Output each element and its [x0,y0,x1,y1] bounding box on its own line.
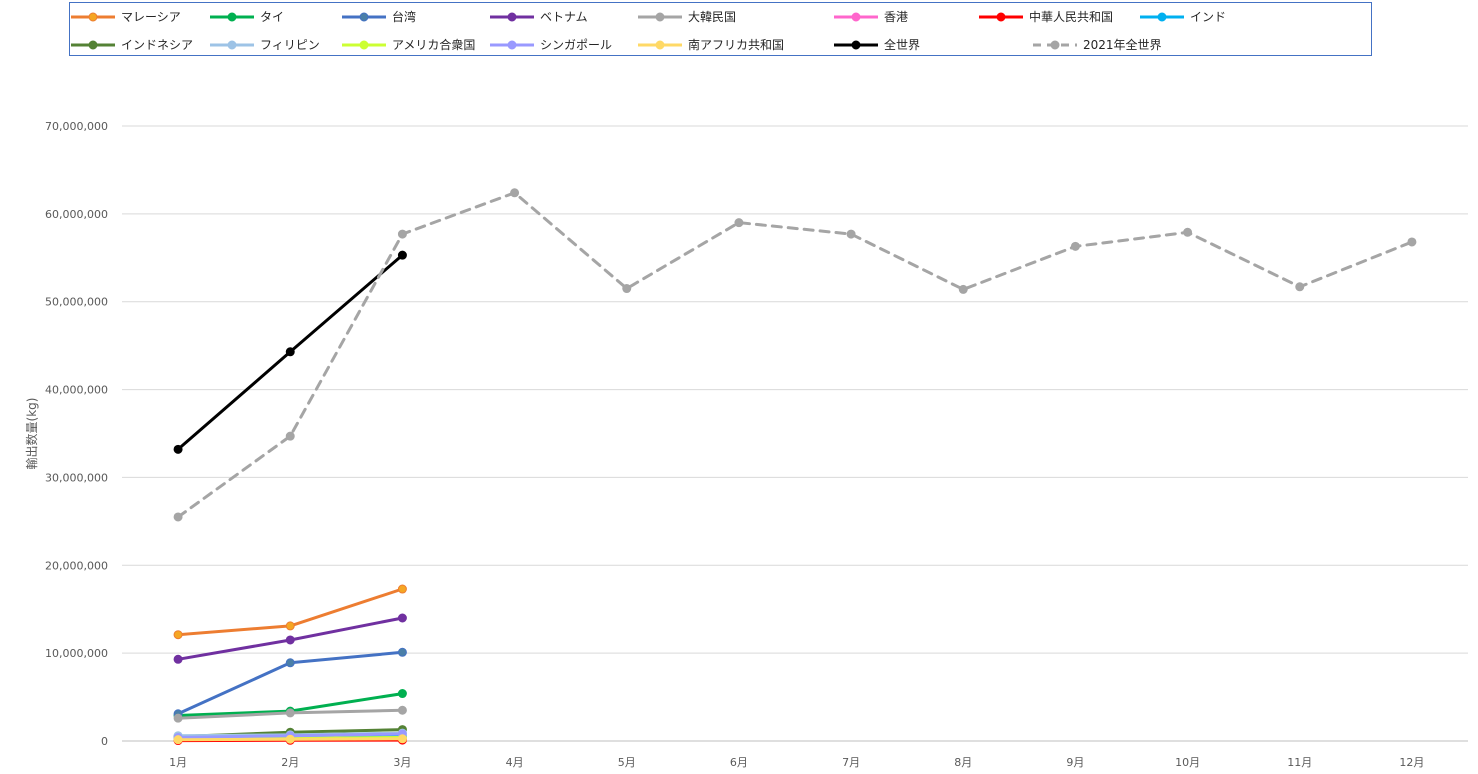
data-point [285,431,295,441]
legend-label: アメリカ合衆国 [392,37,475,52]
data-point [285,708,295,718]
data-point [846,229,856,239]
data-point [1407,237,1417,247]
data-point [1183,227,1193,237]
legend-swatch-marker [851,12,861,22]
legend-label: シンガポール [540,38,612,52]
data-point [285,734,295,744]
x-tick-label: 4月 [506,756,524,769]
x-tick-label: 6月 [730,756,748,769]
legend-swatch-marker [1050,40,1060,50]
legend-swatch-marker [851,40,861,50]
data-point [397,689,407,699]
data-point [397,613,407,623]
legend-label: 全世界 [884,37,920,52]
data-point [285,658,295,668]
legend-label: 中華人民共和国 [1029,9,1113,24]
x-tick-label: 8月 [954,756,972,769]
y-tick-label: 50,000,000 [45,296,108,309]
y-tick-label: 30,000,000 [45,471,108,484]
series-line [176,191,1414,519]
x-tick-label: 10月 [1175,756,1200,769]
legend-label: 香港 [884,10,908,24]
y-tick-label: 0 [101,735,108,748]
legend-swatch-marker [996,12,1006,22]
data-point [285,347,295,357]
x-tick-label: 7月 [842,756,860,769]
x-tick-label: 12月 [1399,756,1424,769]
data-point [958,284,968,294]
legend-label: インド [1190,10,1226,24]
legend-swatch-marker [507,40,517,50]
legend-swatch-marker [359,12,369,22]
legend-swatch-marker [655,12,665,22]
y-tick-label: 10,000,000 [45,647,108,660]
data-point [173,512,183,522]
legend-swatch-marker [88,40,98,50]
data-point [285,621,295,631]
data-point [173,654,183,664]
data-point [397,647,407,657]
legend-label: ベトナム [540,10,588,24]
data-point [397,584,407,594]
legend-swatch-marker [359,40,369,50]
legend-swatch-marker [227,12,237,22]
data-point [397,229,407,239]
x-tick-label: 3月 [393,756,411,769]
legend-label: 大韓民国 [688,10,736,24]
legend-label: タイ [260,10,284,24]
y-tick-label: 40,000,000 [45,384,108,397]
legend-label: 台湾 [392,9,416,24]
data-point [510,188,520,198]
x-tick-label: 1月 [169,756,187,769]
data-point [173,713,183,723]
legend-swatch-marker [655,40,665,50]
data-point [622,284,632,294]
x-tick-label: 9月 [1066,756,1084,769]
y-tick-label: 70,000,000 [45,120,108,133]
legend-swatch-marker [1157,12,1167,22]
x-tick-label: 2月 [281,756,299,769]
y-axis-title: 輸出数量(kg) [24,398,39,470]
y-tick-label: 20,000,000 [45,559,108,572]
legend-label: 南アフリカ共和国 [688,37,784,52]
data-point [285,635,295,645]
data-point [1070,241,1080,251]
legend-frame [69,2,1372,56]
data-point [397,250,407,260]
data-point [1295,282,1305,292]
legend-swatch-marker [88,12,98,22]
y-tick-label: 60,000,000 [45,208,108,221]
legend-swatch-marker [227,40,237,50]
data-point [173,444,183,454]
data-point [397,734,407,744]
x-tick-label: 11月 [1287,756,1312,769]
data-point [173,735,183,745]
legend-label: インドネシア [121,38,193,52]
legend-label: フィリピン [260,38,320,52]
legend-swatch-marker [507,12,517,22]
data-point [734,218,744,228]
legend-label: マレーシア [121,10,181,24]
x-tick-label: 5月 [618,756,636,769]
legend-label: 2021年全世界 [1083,37,1162,52]
data-point [173,630,183,640]
data-point [397,705,407,715]
